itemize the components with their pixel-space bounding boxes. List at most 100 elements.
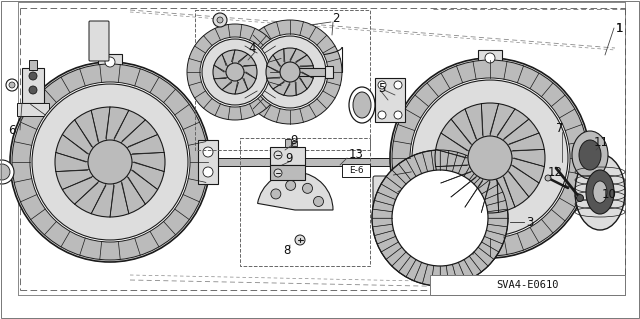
- Ellipse shape: [12, 64, 208, 260]
- Text: 12: 12: [548, 166, 563, 179]
- Ellipse shape: [213, 50, 257, 94]
- Ellipse shape: [280, 62, 300, 82]
- FancyBboxPatch shape: [29, 60, 37, 70]
- Circle shape: [394, 81, 402, 89]
- Ellipse shape: [392, 60, 588, 256]
- Ellipse shape: [238, 20, 342, 124]
- Circle shape: [581, 185, 591, 195]
- Ellipse shape: [252, 34, 328, 110]
- Text: SVA4-E0610: SVA4-E0610: [496, 280, 559, 290]
- Circle shape: [485, 53, 495, 63]
- Circle shape: [390, 58, 590, 258]
- FancyBboxPatch shape: [89, 21, 109, 61]
- Text: 4: 4: [248, 41, 255, 55]
- Circle shape: [100, 152, 120, 172]
- Text: 5: 5: [378, 81, 385, 94]
- Circle shape: [9, 82, 15, 88]
- Ellipse shape: [579, 140, 601, 170]
- Circle shape: [203, 167, 213, 177]
- Ellipse shape: [349, 87, 375, 123]
- Circle shape: [90, 142, 130, 182]
- Circle shape: [545, 175, 551, 181]
- Circle shape: [29, 86, 37, 94]
- Text: 8: 8: [283, 243, 291, 256]
- Bar: [290, 68, 328, 76]
- Ellipse shape: [202, 39, 268, 105]
- Wedge shape: [257, 172, 333, 210]
- Text: 11: 11: [594, 137, 609, 150]
- Text: 9: 9: [285, 152, 292, 165]
- Ellipse shape: [593, 181, 607, 203]
- Circle shape: [213, 13, 227, 27]
- Text: 13: 13: [349, 149, 364, 161]
- Ellipse shape: [372, 150, 508, 286]
- Bar: [195, 10, 370, 150]
- FancyBboxPatch shape: [373, 176, 399, 210]
- Circle shape: [282, 64, 298, 80]
- Circle shape: [378, 111, 386, 119]
- Ellipse shape: [55, 107, 165, 217]
- Circle shape: [217, 17, 223, 23]
- Bar: [578, 178, 594, 202]
- Circle shape: [0, 160, 14, 184]
- Circle shape: [303, 183, 312, 193]
- Polygon shape: [375, 78, 405, 122]
- Text: E-6: E-6: [349, 166, 364, 175]
- Ellipse shape: [572, 131, 608, 179]
- Circle shape: [577, 195, 584, 202]
- FancyBboxPatch shape: [22, 68, 44, 103]
- Ellipse shape: [353, 92, 371, 118]
- Ellipse shape: [410, 78, 570, 238]
- Circle shape: [29, 72, 37, 80]
- Text: 9: 9: [290, 133, 298, 146]
- FancyBboxPatch shape: [270, 147, 305, 165]
- Ellipse shape: [266, 48, 314, 96]
- Ellipse shape: [187, 24, 283, 120]
- Circle shape: [10, 62, 210, 262]
- Bar: [240, 138, 370, 266]
- Ellipse shape: [30, 82, 190, 242]
- Circle shape: [105, 57, 115, 67]
- Circle shape: [0, 164, 10, 180]
- Ellipse shape: [586, 170, 614, 214]
- Ellipse shape: [88, 140, 132, 184]
- Circle shape: [480, 148, 500, 168]
- Circle shape: [378, 81, 386, 89]
- Text: 2: 2: [332, 11, 339, 25]
- Ellipse shape: [412, 80, 568, 236]
- Text: 10: 10: [602, 189, 617, 202]
- Ellipse shape: [32, 84, 188, 240]
- Circle shape: [295, 235, 305, 245]
- Circle shape: [274, 169, 282, 177]
- Text: 1: 1: [616, 21, 623, 34]
- Bar: [98, 54, 122, 70]
- Bar: [285, 139, 291, 147]
- Text: 7: 7: [556, 122, 563, 135]
- Bar: [430, 275, 625, 295]
- Circle shape: [271, 189, 281, 199]
- Circle shape: [314, 197, 323, 206]
- Ellipse shape: [254, 36, 326, 108]
- Circle shape: [203, 147, 213, 157]
- Ellipse shape: [468, 136, 512, 180]
- Circle shape: [470, 138, 510, 178]
- Text: 6: 6: [8, 123, 15, 137]
- Ellipse shape: [392, 170, 488, 266]
- Bar: [210, 158, 390, 166]
- FancyBboxPatch shape: [270, 165, 305, 180]
- Circle shape: [274, 151, 282, 159]
- Bar: [478, 50, 502, 66]
- Text: 1: 1: [616, 21, 623, 34]
- Ellipse shape: [226, 63, 244, 81]
- Circle shape: [6, 79, 18, 91]
- Polygon shape: [17, 103, 49, 116]
- Circle shape: [247, 42, 257, 52]
- Ellipse shape: [435, 103, 545, 213]
- Bar: [292, 141, 297, 146]
- Circle shape: [228, 65, 242, 79]
- Ellipse shape: [200, 37, 270, 107]
- Text: 3: 3: [526, 216, 533, 228]
- Bar: [198, 140, 218, 184]
- Bar: [325, 66, 333, 78]
- Circle shape: [394, 111, 402, 119]
